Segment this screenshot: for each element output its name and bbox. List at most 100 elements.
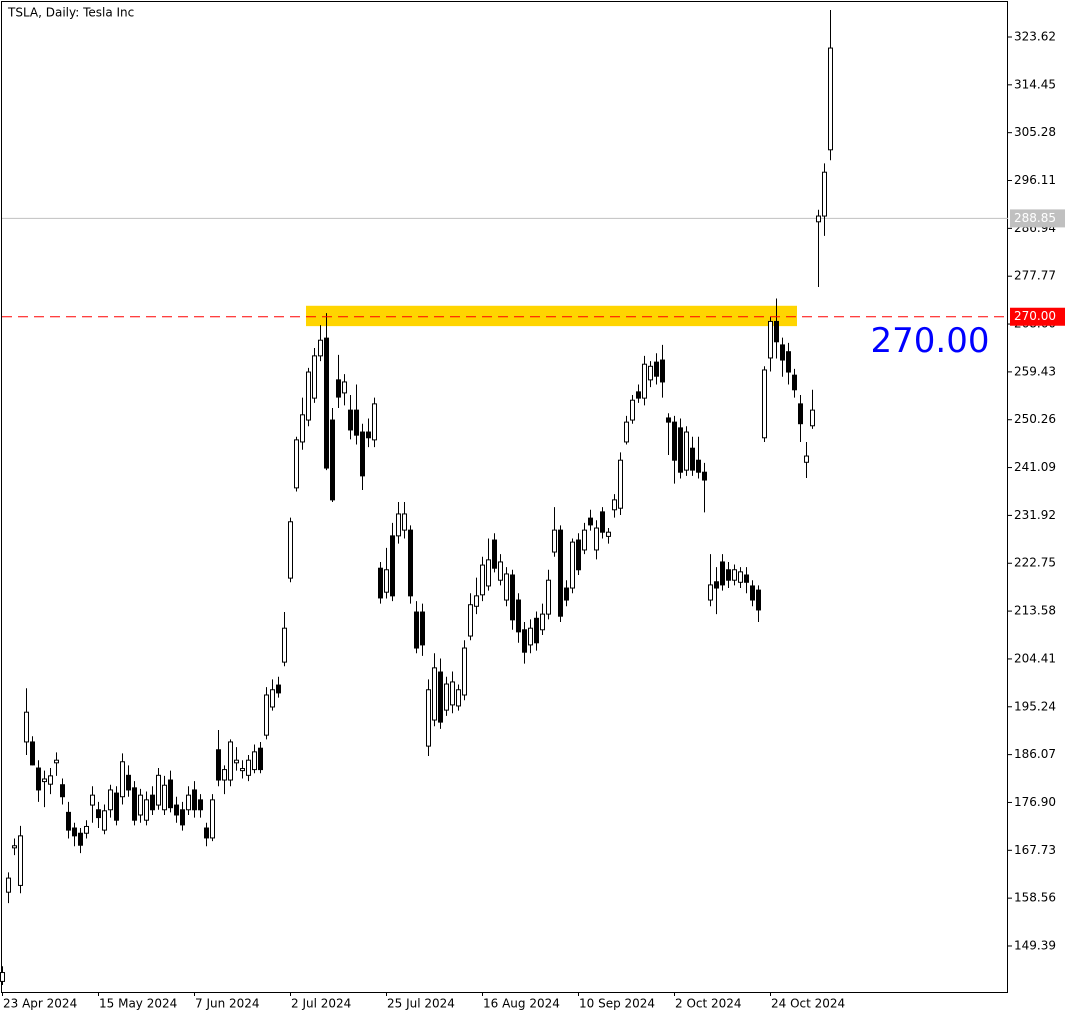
candle-body <box>306 371 311 421</box>
candle-body <box>780 344 785 361</box>
candle-body <box>66 811 71 831</box>
candle-body <box>582 529 587 551</box>
y-tick-label: 231.92 <box>1014 508 1056 522</box>
price-label: 288.85 <box>1014 211 1056 225</box>
candle-body <box>414 611 419 649</box>
candle-body <box>282 627 287 663</box>
candle-body <box>174 804 179 816</box>
y-tick-label: 296.11 <box>1014 173 1056 187</box>
x-tick-label: 24 Oct 2024 <box>771 997 845 1011</box>
candle-body <box>36 767 41 791</box>
candle-body <box>660 359 665 383</box>
x-tick-label: 15 May 2024 <box>99 997 177 1011</box>
candle-body <box>792 374 797 391</box>
candle-body <box>420 611 425 646</box>
candle-body <box>180 809 185 826</box>
x-tick-label: 16 Aug 2024 <box>483 997 560 1011</box>
candle-body <box>654 361 659 377</box>
candle-body <box>258 747 263 771</box>
candle-body <box>786 351 791 373</box>
candle-body <box>276 684 281 694</box>
candle-body <box>594 527 599 551</box>
candle-body <box>132 787 137 821</box>
candle-body <box>744 574 749 583</box>
candle-body <box>510 574 515 621</box>
candle-body <box>348 409 353 431</box>
candle-body <box>408 529 413 597</box>
candle-body <box>366 431 371 439</box>
plot <box>0 9 1008 986</box>
candle-body <box>300 414 305 443</box>
candle-body <box>264 694 269 736</box>
candle-body <box>156 774 161 806</box>
candle-body <box>54 759 59 764</box>
candle-body <box>588 517 593 526</box>
candle-body <box>648 365 653 381</box>
x-tick-label: 7 Jun 2024 <box>195 997 260 1011</box>
candle-body <box>402 513 407 531</box>
candle-body <box>726 569 731 581</box>
candle-body <box>114 792 119 821</box>
candle-body <box>294 439 299 489</box>
candle-body <box>480 564 485 596</box>
candle-body <box>672 421 677 461</box>
y-tick-label: 323.62 <box>1014 29 1056 43</box>
resistance-zone <box>306 305 797 327</box>
plot-frame <box>1 1 1008 993</box>
candle-body <box>444 683 449 711</box>
level-label-box <box>1010 307 1065 326</box>
candle-body <box>138 794 143 816</box>
candle-body <box>186 794 191 811</box>
candle-body <box>618 459 623 509</box>
candle-body <box>240 768 245 772</box>
candle-body <box>438 671 443 723</box>
candle-body <box>816 215 821 223</box>
candle-body <box>714 581 719 589</box>
candle-body <box>534 617 539 644</box>
y-axis: 323.62314.45305.28296.11286.94277.77268.… <box>2 29 1065 1011</box>
candle-body <box>450 681 455 706</box>
candle-body <box>24 711 29 743</box>
candle-body <box>150 794 155 811</box>
candle-body <box>0 972 5 982</box>
candle-body <box>90 794 95 806</box>
candle-body <box>768 320 773 359</box>
candle-body <box>396 513 401 537</box>
candle-body <box>222 769 227 781</box>
candle-body <box>678 427 683 473</box>
x-tick-label: 23 Apr 2024 <box>3 997 77 1011</box>
candle-body <box>612 499 617 511</box>
y-tick-label: 204.41 <box>1014 651 1056 665</box>
candle-body <box>84 825 89 834</box>
candle-body <box>498 561 503 581</box>
candle-body <box>528 627 533 646</box>
candle-body <box>690 447 695 471</box>
y-tick-label: 149.39 <box>1014 938 1056 952</box>
candle-body <box>570 541 575 589</box>
candle-body <box>606 531 611 537</box>
candle-body <box>318 339 323 357</box>
y-tick-label: 250.26 <box>1014 412 1056 426</box>
candle-body <box>630 399 635 421</box>
candle-body <box>336 379 341 398</box>
y-tick-label: 195.24 <box>1014 699 1056 713</box>
candle-body <box>522 629 527 653</box>
x-tick-label: 10 Sep 2024 <box>579 997 655 1011</box>
x-tick-label: 2 Jul 2024 <box>291 997 351 1011</box>
candle-body <box>822 171 827 217</box>
candle-body <box>756 589 761 611</box>
y-tick-label: 305.28 <box>1014 125 1056 139</box>
candle-body <box>210 799 215 839</box>
candle-body <box>378 567 383 599</box>
candle-body <box>564 587 569 601</box>
candle-body <box>798 403 803 425</box>
candle-body <box>6 877 11 893</box>
candle-body <box>288 521 293 579</box>
candle-body <box>234 759 239 764</box>
y-tick-label: 277.77 <box>1014 269 1056 283</box>
candle-body <box>600 511 605 533</box>
candle-body <box>810 409 815 427</box>
candle-body <box>696 459 701 473</box>
candle-body <box>108 789 113 811</box>
